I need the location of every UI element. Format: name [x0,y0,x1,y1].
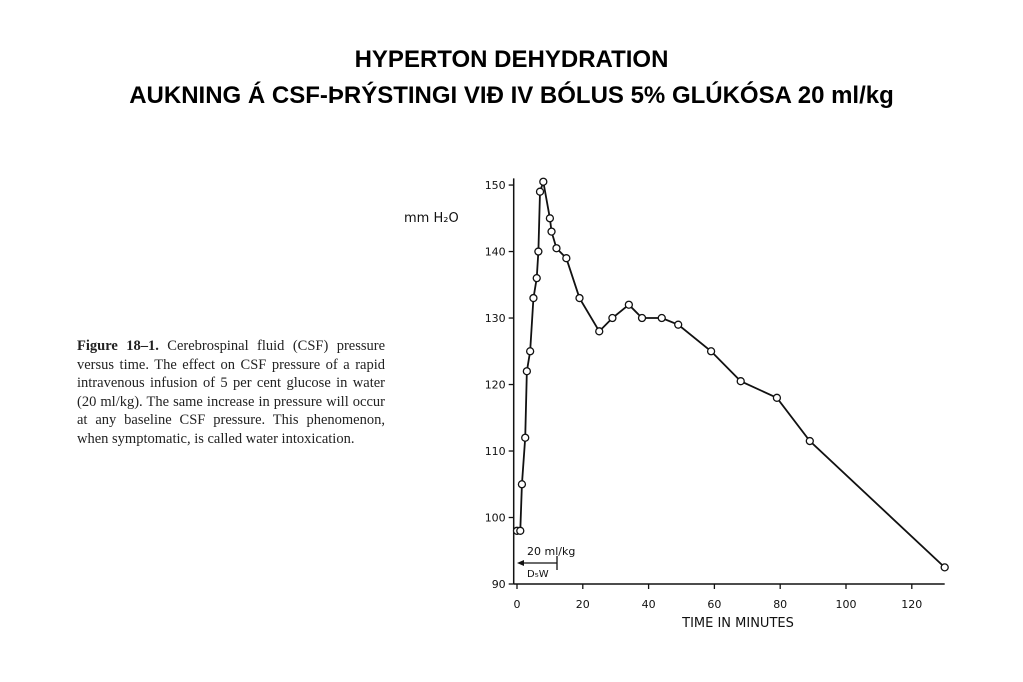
data-point [535,187,545,196]
data-point [552,244,561,253]
data-point [595,327,604,336]
data-point [526,347,535,356]
data-line [516,181,946,569]
caption-text: Cerebrospinal fluid (CSF) pressure versu… [77,338,386,447]
x-tick-label: 60 [707,598,721,611]
data-point [539,177,548,186]
data-point [772,393,782,402]
x-axis-label: TIME IN MINUTES [681,616,794,631]
x-tick-label: 100 [835,598,856,611]
caption-label: Figure 18–1. [77,338,159,354]
x-tick-label: 0 [513,598,520,611]
y-axis-label: mm H₂O [404,211,459,226]
data-point [624,300,634,309]
y-tick-label: 120 [485,379,506,392]
data-point [940,563,949,572]
data-point [522,367,532,376]
annotation: 20 ml/kg [527,545,575,558]
data-point [805,436,814,446]
x-tick-label: 80 [773,598,787,611]
data-point [532,273,541,283]
data-point [547,227,556,236]
data-point [706,347,716,356]
data-point [674,320,683,329]
data-point [736,377,745,386]
annotation: D₅W [527,569,549,580]
y-tick-label: 130 [485,312,506,325]
data-point [545,214,555,223]
y-tick-label: 90 [492,578,506,591]
data-point [637,313,647,323]
y-tick-label: 110 [485,445,506,458]
caption: Figure 18–1. Cerebrospinal fluid (CSF) p… [77,337,385,448]
title: HYPERTON DEHYDRATION [354,46,669,73]
data-point [516,526,525,535]
data-point [517,480,527,489]
subtitle: AUKNING Á CSF-ÞRÝSTINGI VIÐ IV BÓLUS 5% … [129,82,894,109]
y-tick-label: 150 [485,179,506,192]
data-point [608,313,617,323]
data-point [529,293,538,303]
y-tick-label: 140 [485,246,506,259]
x-tick-label: 40 [642,598,656,611]
x-tick-label: 120 [901,598,922,611]
data-point [521,433,530,442]
data-point [575,293,584,303]
data-point [562,254,571,263]
arrowhead [517,560,524,566]
y-tick-label: 100 [485,512,506,525]
data-point [534,247,543,256]
data-point [657,313,666,323]
x-tick-label: 20 [576,598,590,611]
